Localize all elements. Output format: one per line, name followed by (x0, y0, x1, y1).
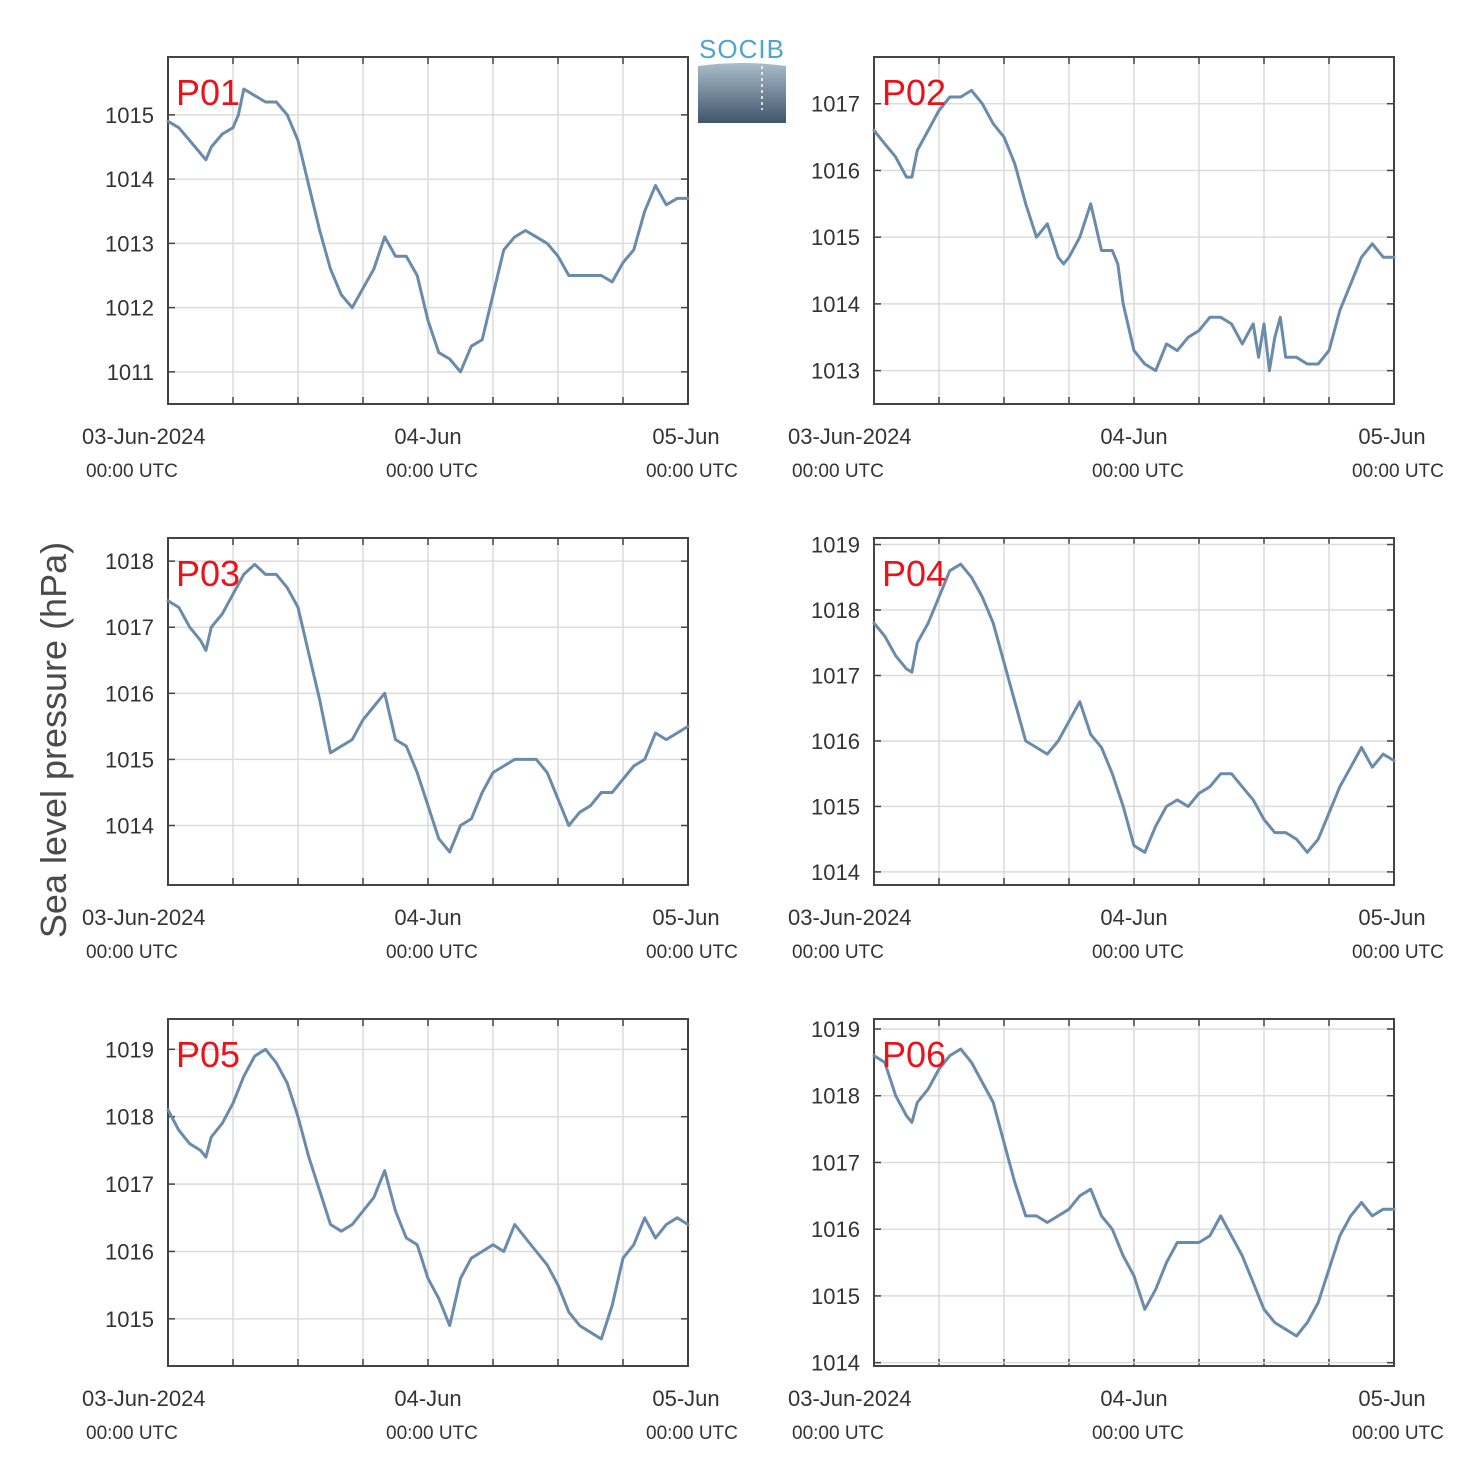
x-tick-label: 05-Jun (652, 905, 719, 930)
axes-frame (873, 56, 1395, 405)
y-tick-label: 1016 (811, 729, 860, 754)
y-tick-label: 1014 (811, 292, 860, 317)
y-tick-label: 1018 (105, 549, 154, 574)
y-tick-label: 1015 (811, 225, 860, 250)
y-tick-label: 1018 (811, 1084, 860, 1109)
panel-label: P01 (176, 72, 240, 113)
y-tick-label: 1015 (105, 1307, 154, 1332)
x-tick-label: 05-Jun (652, 1386, 719, 1411)
y-tick-label: 1014 (811, 1351, 860, 1376)
x-tick-sublabel: 00:00 UTC (386, 461, 478, 482)
panels: 1011 1012 1013 1014 1015 P01 03-Jun-2024 00:00 … (82, 56, 1444, 1444)
x-tick-sublabel: 00:00 UTC (86, 942, 178, 963)
axes-frame (873, 1018, 1395, 1367)
socib-logo: SOCIB (698, 34, 786, 123)
x-tick-label: 05-Jun (1358, 424, 1425, 449)
x-tick-sublabel: 00:00 UTC (646, 1423, 738, 1444)
x-tick-label: 04-Jun (1100, 424, 1167, 449)
y-tick-label: 1017 (811, 663, 860, 688)
y-tick-label: 1018 (811, 598, 860, 623)
x-tick-label: 03-Jun-2024 (788, 1386, 912, 1411)
x-tick-label: 05-Jun (652, 424, 719, 449)
chart-panel-3: 1014 1015 1016 1017 1018 P03 03-Jun-2024 00:00 … (82, 537, 738, 963)
x-tick-sublabel: 00:00 UTC (646, 942, 738, 963)
x-tick-label: 04-Jun (394, 905, 461, 930)
x-tick-sublabel: 00:00 UTC (1352, 942, 1444, 963)
x-tick-sublabel: 00:00 UTC (646, 461, 738, 482)
y-axis-label: Sea level pressure (hPa) (33, 542, 74, 938)
logo-text: SOCIB (699, 34, 785, 64)
y-tick-label: 1012 (105, 296, 154, 321)
chart-panel-6: 1014 1015 1016 1017 1018 1019 P06 03-Jun-2024 00… (788, 1017, 1444, 1444)
x-tick-sublabel: 00:00 UTC (792, 461, 884, 482)
x-tick-sublabel: 00:00 UTC (792, 942, 884, 963)
x-tick-sublabel: 00:00 UTC (1352, 1423, 1444, 1444)
x-tick-label: 04-Jun (394, 424, 461, 449)
panel-label: P05 (176, 1034, 240, 1075)
chart-panel-1: 1011 1012 1013 1014 1015 P01 03-Jun-2024 00:00 … (82, 56, 738, 482)
x-tick-sublabel: 00:00 UTC (1092, 461, 1184, 482)
x-tick-label: 03-Jun-2024 (82, 905, 206, 930)
panel-label: P06 (882, 1034, 946, 1075)
pressure-series-line (872, 1047, 1396, 1338)
y-tick-label: 1015 (811, 1284, 860, 1309)
x-tick-sublabel: 00:00 UTC (386, 942, 478, 963)
x-tick-label: 03-Jun-2024 (788, 424, 912, 449)
y-tick-label: 1015 (811, 794, 860, 819)
axes-frame (167, 537, 689, 886)
chart-panel-2: 1013 1014 1015 1016 1017 P02 03-Jun-2024 00:00 … (788, 56, 1444, 482)
pressure-series-line (166, 1047, 690, 1341)
panel-label: P03 (176, 553, 240, 594)
x-tick-sublabel: 00:00 UTC (386, 1423, 478, 1444)
x-tick-label: 03-Jun-2024 (82, 424, 206, 449)
pressure-series-line (166, 87, 690, 374)
y-tick-label: 1019 (811, 1017, 860, 1042)
y-tick-label: 1017 (811, 92, 860, 117)
x-tick-sublabel: 00:00 UTC (792, 1423, 884, 1444)
y-tick-label: 1019 (105, 1037, 154, 1062)
x-tick-label: 05-Jun (1358, 1386, 1425, 1411)
panel-label: P02 (882, 72, 946, 113)
y-tick-label: 1014 (105, 814, 154, 839)
x-tick-sublabel: 00:00 UTC (86, 461, 178, 482)
x-tick-label: 04-Jun (1100, 1386, 1167, 1411)
y-tick-label: 1016 (105, 681, 154, 706)
pressure-series-line (872, 88, 1396, 373)
x-tick-label: 04-Jun (394, 1386, 461, 1411)
y-tick-label: 1014 (105, 167, 154, 192)
y-tick-label: 1017 (105, 615, 154, 640)
y-tick-label: 1016 (811, 1217, 860, 1242)
y-tick-label: 1017 (811, 1150, 860, 1175)
y-tick-label: 1019 (811, 533, 860, 558)
axes-frame (167, 1018, 689, 1367)
y-tick-label: 1013 (105, 231, 154, 256)
x-tick-sublabel: 00:00 UTC (1092, 942, 1184, 963)
panel-label: P04 (882, 553, 946, 594)
pressure-series-line (166, 562, 690, 854)
x-tick-sublabel: 00:00 UTC (86, 1423, 178, 1444)
y-tick-label: 1011 (107, 360, 154, 385)
axes-frame (167, 56, 689, 405)
y-tick-label: 1015 (105, 747, 154, 772)
x-tick-sublabel: 00:00 UTC (1352, 461, 1444, 482)
chart-panel-5: 1015 1016 1017 1018 1019 P05 03-Jun-2024 00:00 … (82, 1018, 738, 1444)
y-tick-label: 1016 (105, 1239, 154, 1264)
x-tick-label: 04-Jun (1100, 905, 1167, 930)
y-tick-label: 1013 (811, 359, 860, 384)
chart-panel-4: 1014 1015 1016 1017 1018 1019 P04 03-Jun-2024 00… (788, 533, 1444, 963)
y-tick-label: 1014 (811, 860, 860, 885)
x-tick-sublabel: 00:00 UTC (1092, 1423, 1184, 1444)
y-tick-label: 1018 (105, 1105, 154, 1130)
pressure-series-line (872, 562, 1396, 854)
y-tick-label: 1017 (105, 1172, 154, 1197)
logo-wave (698, 63, 786, 123)
y-tick-label: 1015 (105, 103, 154, 128)
x-tick-label: 05-Jun (1358, 905, 1425, 930)
axes-frame (873, 537, 1395, 886)
y-tick-label: 1016 (811, 158, 860, 183)
x-tick-label: 03-Jun-2024 (82, 1386, 206, 1411)
x-tick-label: 03-Jun-2024 (788, 905, 912, 930)
